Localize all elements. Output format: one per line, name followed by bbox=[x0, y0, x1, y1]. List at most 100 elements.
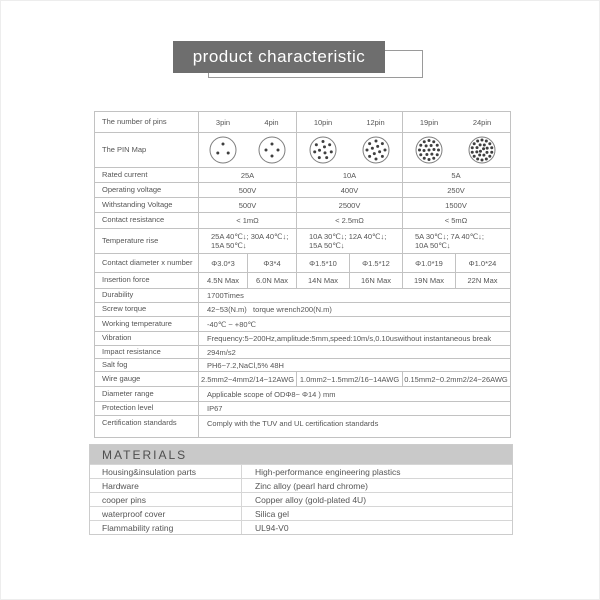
spec-row-label: Rated current bbox=[95, 168, 199, 182]
materials-section: MATERIALS Housing&insulation parts High-p… bbox=[89, 444, 513, 535]
spec-cell: < 5mΩ bbox=[402, 213, 509, 228]
spec-cell: 4pin bbox=[264, 117, 279, 127]
spec-row: Working temperature -40℃ ~ +80℃ bbox=[95, 316, 510, 331]
spec-cell: Φ1.0*19 bbox=[402, 254, 455, 272]
spec-row: Vibration Frequency:5~200Hz,amplitude:5mm… bbox=[95, 331, 510, 345]
spec-row-label: Temperature rise bbox=[95, 229, 199, 253]
spec-row-label: Working temperature bbox=[95, 317, 199, 331]
spec-row: Operating voltage 500V 400V 250V bbox=[95, 182, 510, 197]
materials-row: waterproof cover Silica gel bbox=[90, 506, 512, 520]
spec-cell: 250V bbox=[402, 183, 509, 197]
spec-cell: 2.5mm2~4mm2/14~12AWG bbox=[200, 374, 295, 384]
spec-cell: 500V bbox=[238, 185, 257, 195]
materials-rows: Housing&insulation parts High-performance… bbox=[90, 464, 512, 534]
spec-row-label: Impact resistance bbox=[95, 346, 199, 358]
spec-cell: 25A 40℃↓; 30A 40℃↓; 15A 50℃↓ bbox=[211, 232, 289, 250]
spec-cell: Φ1.5*10 bbox=[296, 254, 349, 272]
spec-row: Screw torque 42~53(N.m) torque wrench200(… bbox=[95, 302, 510, 316]
pin-map-icon bbox=[402, 133, 455, 167]
spec-cell: 2500V bbox=[296, 198, 402, 212]
spec-row-label: Diameter range bbox=[95, 387, 199, 401]
spec-cell: 294m/s2 bbox=[207, 347, 236, 357]
spec-cell: 3pin bbox=[215, 117, 231, 127]
spec-cell: 14N Max bbox=[296, 273, 349, 288]
spec-row: Contact diameter x number Φ3.0*3 Φ3*4 Φ1.5*… bbox=[95, 253, 510, 272]
materials-row-label: waterproof cover bbox=[90, 507, 242, 520]
spec-row-label: Protection level bbox=[95, 402, 199, 415]
spec-cell: 5A 30℃↓; 7A 40℃↓; 10A 50℃↓ bbox=[402, 229, 509, 253]
spec-cell: < 2.5mΩ bbox=[296, 213, 402, 228]
spec-row-label: Insertion force bbox=[95, 273, 199, 288]
spec-cell: PH6~7.2,NaCl,5% 48H bbox=[207, 360, 284, 370]
materials-row-value: UL94-V0 bbox=[255, 522, 289, 533]
materials-row-value: Zinc alloy (pearl hard chrome) bbox=[255, 480, 368, 491]
spec-row-label: Wire gauge bbox=[95, 372, 199, 386]
spec-row: Rated current 25A 10A 5A bbox=[95, 167, 510, 182]
materials-row-value: High-performance engineering plastics bbox=[255, 466, 401, 477]
spec-cell: 24pin bbox=[472, 117, 492, 127]
spec-cell: 42~53(N.m) torque wrench200(N.m) bbox=[207, 305, 332, 314]
spec-cell: 1500V bbox=[402, 198, 509, 212]
spec-cell: 19pin bbox=[402, 112, 455, 132]
materials-row: Flammability rating UL94-V0 bbox=[90, 520, 512, 534]
spec-cell: 16N Max bbox=[349, 273, 402, 288]
spec-row-label: Withstanding Voltage bbox=[95, 198, 199, 212]
spec-cell: -40℃ ~ +80℃ bbox=[207, 319, 256, 329]
spec-row: Protection level IP67 bbox=[95, 401, 510, 415]
spec-cell: Applicable scope of ODΦ8~ Φ14 ) mm bbox=[207, 389, 336, 399]
spec-cell: 19N Max bbox=[402, 273, 455, 288]
spec-cell: IP67 bbox=[207, 404, 223, 413]
spec-row: Insertion force 4.5N Max 6.0N Max 14N Max 16… bbox=[95, 272, 510, 288]
materials-title: MATERIALS bbox=[102, 447, 188, 462]
spec-row-label: The PIN Map bbox=[95, 133, 199, 167]
spec-row-label: Contact resistance bbox=[95, 213, 199, 228]
spec-cell: 25A bbox=[240, 170, 255, 180]
spec-row: Certification standards Comply with the T… bbox=[95, 415, 510, 437]
materials-header-bar: MATERIALS bbox=[90, 445, 512, 464]
materials-row-label: Hardware bbox=[90, 479, 242, 492]
spec-row: Salt fog PH6~7.2,NaCl,5% 48H bbox=[95, 358, 510, 371]
spec-cell: Φ3.0*3 bbox=[211, 258, 235, 268]
materials-row-label: Housing&insulation parts bbox=[90, 465, 242, 478]
spec-cell: Φ3*4 bbox=[247, 254, 296, 272]
spec-cell: 5A bbox=[402, 168, 509, 182]
spec-cell: Comply with the TUV and UL certification… bbox=[207, 419, 379, 428]
spec-row: Wire gauge 2.5mm2~4mm2/14~12AWG 1.0mm2~1.5… bbox=[95, 371, 510, 386]
header-banner: product characteristic bbox=[173, 41, 385, 73]
spec-row: Withstanding Voltage 500V 2500V 1500V bbox=[95, 197, 510, 212]
pin-map-icon bbox=[296, 133, 349, 167]
spec-row: Durability 1700Times bbox=[95, 288, 510, 302]
spec-cell: 1700Times bbox=[207, 291, 244, 300]
spec-row: Contact resistance < 1mΩ < 2.5mΩ < 5mΩ bbox=[95, 212, 510, 228]
spec-cell: 6.0N Max bbox=[247, 273, 296, 288]
spec-table: The number of pins 3pin 4pin 10pin 12pin 19pi… bbox=[94, 111, 511, 438]
spec-cell: Φ1.5*12 bbox=[349, 254, 402, 272]
spec-row-label: Contact diameter x number bbox=[95, 254, 199, 272]
spec-cell: Frequency:5~200Hz,amplitude:5mm,speed:10… bbox=[207, 334, 492, 343]
pin-map-icon bbox=[247, 133, 296, 167]
spec-cell: < 1mΩ bbox=[236, 216, 259, 225]
spec-row-label: Certification standards bbox=[95, 416, 199, 437]
materials-row-label: cooper pins bbox=[90, 493, 242, 506]
spec-row: Diameter range Applicable scope of ODΦ8~ … bbox=[95, 386, 510, 401]
materials-row: Housing&insulation parts High-performance… bbox=[90, 464, 512, 478]
spec-row-label: The number of pins bbox=[95, 112, 199, 132]
pin-map-icon bbox=[349, 133, 402, 167]
spec-row-label: Vibration bbox=[95, 332, 199, 345]
materials-row: cooper pins Copper alloy (gold-plated 4U) bbox=[90, 492, 512, 506]
spec-cell: 4.5N Max bbox=[206, 276, 240, 285]
spec-cell: 10pin bbox=[296, 112, 349, 132]
spec-row-label: Screw torque bbox=[95, 303, 199, 316]
spec-cell: 22N Max bbox=[455, 273, 509, 288]
spec-cell: 400V bbox=[296, 183, 402, 197]
materials-row-label: Flammability rating bbox=[90, 521, 242, 534]
spec-cell: 12pin bbox=[366, 117, 385, 127]
spec-row: The number of pins 3pin 4pin 10pin 12pin 19pi… bbox=[95, 112, 510, 132]
materials-row: Hardware Zinc alloy (pearl hard chrome) bbox=[90, 478, 512, 492]
spec-cell: 1.0mm2~1.5mm2/16~14AWG bbox=[296, 372, 402, 386]
page-title: product characteristic bbox=[192, 47, 366, 66]
pin-map-icon bbox=[455, 133, 509, 167]
pin-map-icon bbox=[199, 133, 247, 167]
materials-row-value: Silica gel bbox=[255, 508, 290, 519]
